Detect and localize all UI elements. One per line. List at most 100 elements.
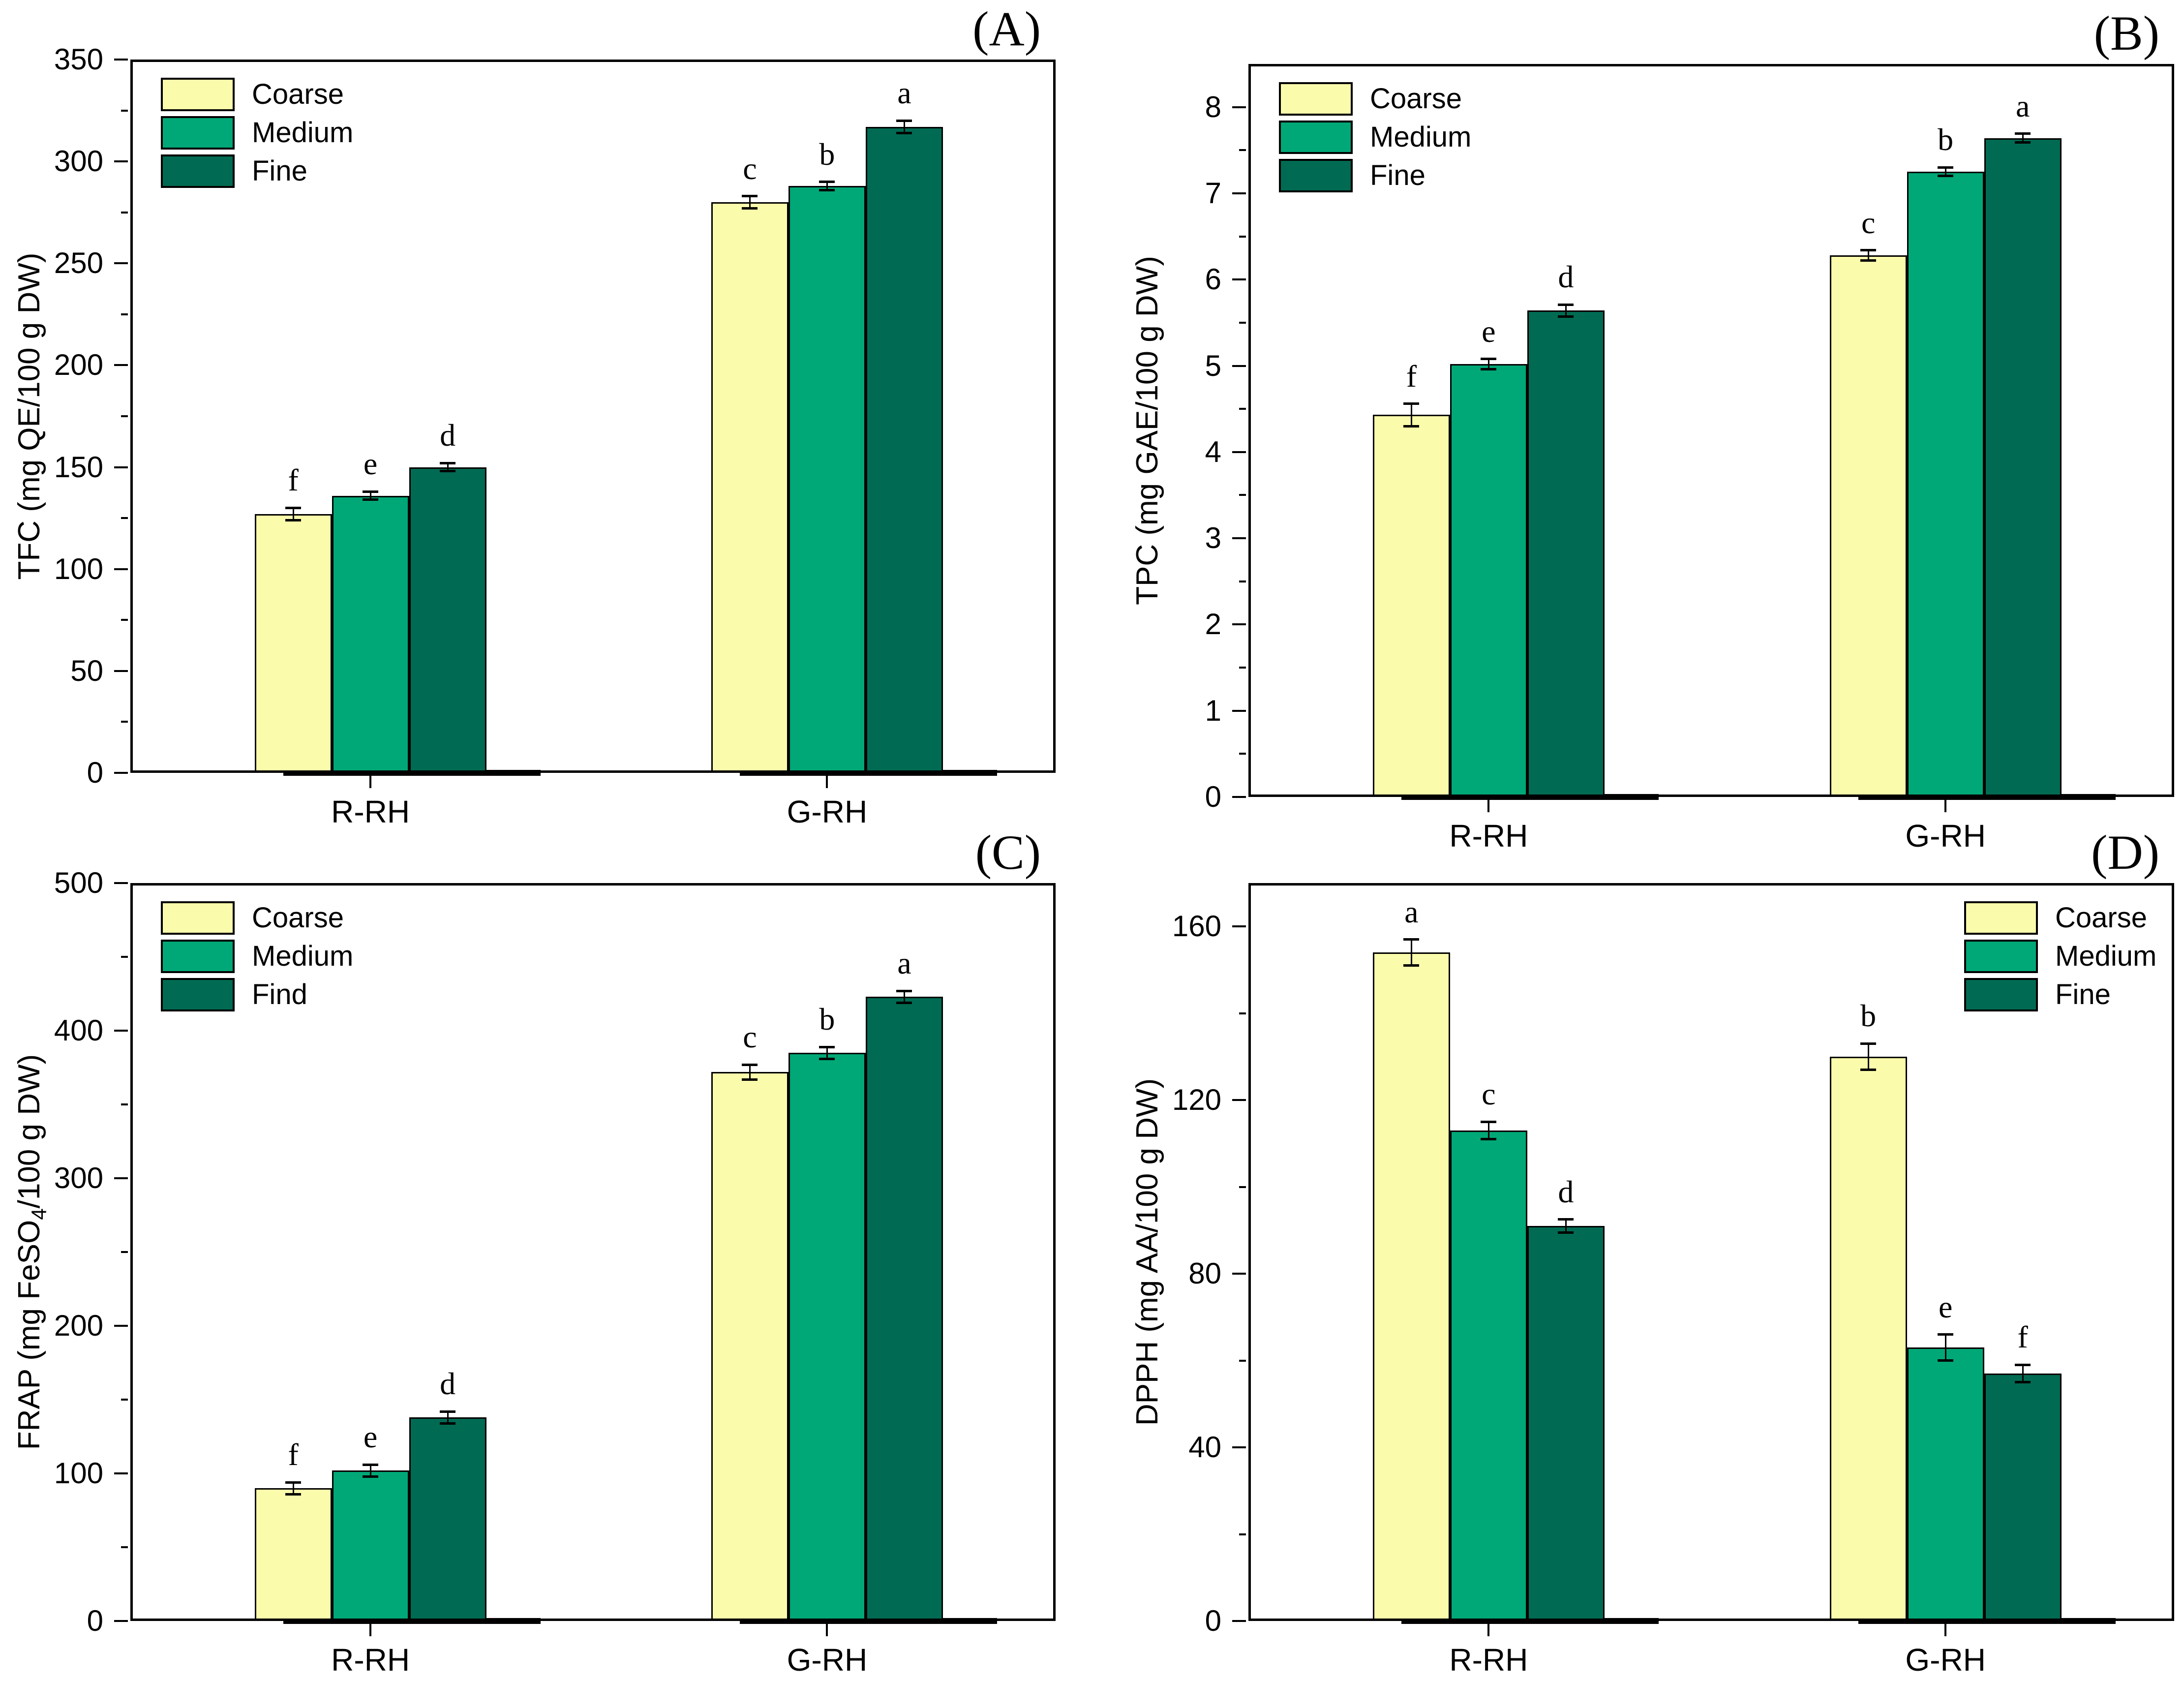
y-axis-tick-label: 1 xyxy=(1205,694,1221,727)
y-axis-major-tick xyxy=(114,1325,128,1327)
panel-a: 0 50 100 150 200 250 300 350 R-RH f e d G-RH c b a Coars… xyxy=(12,4,1056,829)
x-axis-category-label: G-RH xyxy=(1905,818,1986,854)
error-bar-line xyxy=(1944,1334,1946,1361)
legend-label: Find xyxy=(252,978,307,1010)
error-bar-cap xyxy=(1558,1218,1574,1221)
y-axis-tick-label: 5 xyxy=(1205,349,1221,382)
y-axis-minor-tick xyxy=(1239,1186,1246,1188)
y-axis-tick-label: 0 xyxy=(87,756,103,789)
y-axis-major-tick xyxy=(114,466,128,468)
panel-letter: (A) xyxy=(972,1,1041,56)
error-bar-cap xyxy=(1860,1042,1877,1045)
legend-label: Fine xyxy=(1370,159,1426,191)
error-bar-cap xyxy=(1403,964,1420,967)
error-bar-cap xyxy=(742,1078,758,1081)
y-axis-minor-tick xyxy=(121,313,128,315)
y-axis-major-tick xyxy=(114,670,128,672)
significance-letter: c xyxy=(743,1019,757,1054)
error-bar-cap xyxy=(819,188,835,191)
y-axis-minor-tick xyxy=(121,1399,128,1401)
significance-letter: d xyxy=(1558,1174,1574,1209)
error-bar-cap xyxy=(742,207,758,210)
significance-letter: a xyxy=(897,946,911,980)
y-axis-minor-tick xyxy=(121,619,128,621)
bar-a-r-rh-coarse xyxy=(254,514,332,773)
y-axis-major-tick xyxy=(1232,192,1246,194)
y-axis-title-text: /100 g DW) xyxy=(12,1054,46,1209)
significance-letter: c xyxy=(1861,205,1876,240)
y-axis-minor-tick xyxy=(121,109,128,112)
legend-swatch-medium xyxy=(161,116,235,150)
error-bar-cap xyxy=(1938,1333,1954,1336)
error-bar-line xyxy=(903,991,905,1003)
bar-d-r-rh-fine xyxy=(1527,1226,1605,1621)
x-axis-category-label: R-RH xyxy=(1449,1642,1528,1678)
error-bar-cap xyxy=(440,1410,456,1413)
panel-letter: (C) xyxy=(975,825,1041,880)
y-axis-tick-label: 40 xyxy=(1188,1431,1221,1464)
error-bar-cap xyxy=(896,119,912,122)
error-bar-cap xyxy=(363,1463,379,1466)
significance-letter: d xyxy=(440,1366,456,1401)
bar-c-r-rh-medium xyxy=(332,1470,409,1621)
y-axis-tick-label: 100 xyxy=(54,552,103,585)
y-axis-major-tick xyxy=(1232,796,1246,798)
significance-letter: e xyxy=(1482,313,1496,349)
y-axis-major-tick xyxy=(114,772,128,774)
y-axis-tick-label: 100 xyxy=(54,1457,103,1490)
significance-letter: e xyxy=(363,1419,378,1454)
legend-label: Coarse xyxy=(252,902,344,934)
y-axis-title-text: TFC (mg QE/100 g DW) xyxy=(12,252,46,580)
x-axis-tick xyxy=(369,774,372,788)
y-axis-major-tick xyxy=(1232,106,1246,108)
error-bar-line xyxy=(1944,167,1946,176)
y-axis-minor-tick xyxy=(121,1546,128,1548)
y-axis-major-tick xyxy=(114,1030,128,1032)
x-axis-category-label: G-RH xyxy=(787,794,868,829)
x-axis-tick xyxy=(826,774,828,788)
error-bar-line xyxy=(369,1465,371,1476)
error-bar-cap xyxy=(1403,938,1420,941)
y-axis-minor-tick xyxy=(1239,408,1246,410)
bar-b-r-rh-coarse xyxy=(1372,415,1450,797)
bar-a-g-rh-coarse xyxy=(711,202,789,773)
y-axis-tick-label: 160 xyxy=(1172,910,1221,943)
y-axis-tick-label: 8 xyxy=(1205,90,1221,123)
error-bar-cap xyxy=(363,1475,379,1478)
y-axis-minor-tick xyxy=(1239,321,1246,324)
y-axis-minor-tick xyxy=(1239,753,1246,755)
significance-letter: a xyxy=(2015,88,2030,123)
y-axis-minor-tick xyxy=(1239,149,1246,152)
x-axis-tick xyxy=(1487,1622,1490,1636)
legend-swatch-coarse xyxy=(1964,901,2038,935)
error-bar-line xyxy=(1867,250,1869,261)
bar-b-r-rh-fine xyxy=(1527,310,1605,797)
y-axis-major-tick xyxy=(114,1472,128,1474)
y-axis-minor-tick xyxy=(1239,1359,1246,1362)
y-axis-title: DPPH (mg AA/100 g DW) xyxy=(1130,883,1165,1621)
legend-swatch-fine xyxy=(1964,978,2038,1011)
error-bar-cap xyxy=(1938,175,1954,178)
significance-letter: b xyxy=(1938,122,1954,157)
significance-letter: d xyxy=(1558,259,1574,295)
y-axis-major-tick xyxy=(1232,365,1246,367)
bar-a-r-rh-medium xyxy=(332,495,409,773)
y-axis-tick-label: 200 xyxy=(54,348,103,382)
significance-letter: c xyxy=(743,151,757,186)
bar-c-g-rh-medium xyxy=(788,1053,866,1621)
y-axis-tick-label: 6 xyxy=(1205,263,1221,296)
error-bar-cap xyxy=(1938,1359,1954,1362)
y-axis-tick-label: 2 xyxy=(1205,608,1221,641)
error-bar-cap xyxy=(819,1045,835,1048)
legend-swatch-coarse xyxy=(161,901,235,935)
error-bar-line xyxy=(292,508,294,520)
y-axis-major-tick xyxy=(1232,1446,1246,1449)
error-bar-line xyxy=(1565,305,1567,317)
y-axis-minor-tick xyxy=(121,415,128,417)
error-bar-cap xyxy=(2015,1381,2031,1384)
y-axis-minor-tick xyxy=(1239,1012,1246,1014)
significance-letter: b xyxy=(1860,998,1877,1034)
y-axis-tick-label: 80 xyxy=(1188,1257,1221,1290)
y-axis-tick-label: 350 xyxy=(54,43,103,76)
error-bar-cap xyxy=(1558,303,1574,306)
